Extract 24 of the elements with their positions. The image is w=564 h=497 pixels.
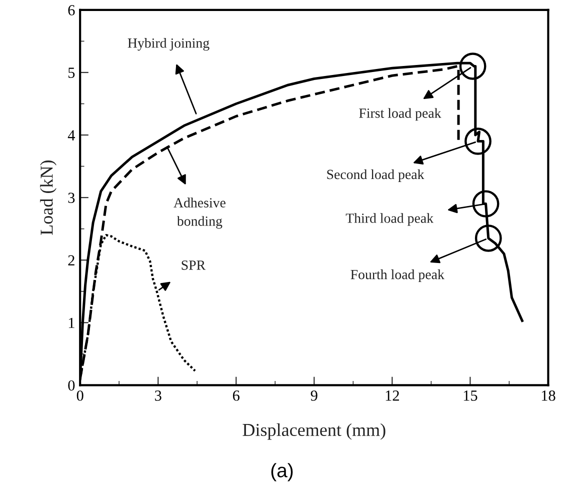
y-tick-label: 2 (68, 255, 74, 266)
annotation: First load peak (359, 108, 442, 121)
annotation: SPR (182, 260, 206, 270)
x-tick-label: 9 (310, 390, 318, 401)
annotation: Adhesive bonding (174, 198, 226, 229)
y-tick-label: 5 (68, 68, 75, 78)
x-axis-title: Displacement (mm) (242, 423, 386, 440)
y-tick-label: 0 (68, 380, 75, 391)
y-tick-label: 6 (68, 5, 75, 16)
y-tick-label: 4 (68, 130, 75, 140)
text: (a) (271, 463, 293, 482)
annotation: Fourth load peak (350, 269, 444, 282)
x-tick-label: 3 (155, 390, 162, 401)
annotation: Third load peak (346, 213, 434, 226)
annotation: Hybird joining (128, 38, 210, 51)
x-tick-label: 18 (542, 390, 556, 401)
x-tick-label: 15 (464, 390, 478, 401)
y-tick-label: 3 (68, 192, 75, 204)
y-axis-title: Load (kN) (40, 160, 56, 235)
x-tick-label: 0 (76, 390, 84, 401)
x-tick-label: 6 (232, 390, 240, 401)
annotation: Second load peak (327, 169, 424, 182)
x-tick-label: 12 (386, 390, 399, 401)
y-tick-label: 1 (68, 318, 74, 328)
